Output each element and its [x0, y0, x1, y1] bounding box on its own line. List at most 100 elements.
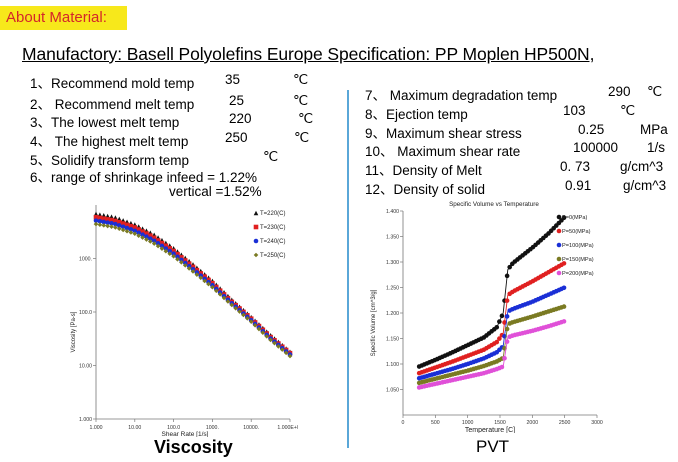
- data-point: [190, 264, 196, 270]
- y-tick-label: 1.300: [386, 260, 399, 266]
- spec-unit: ℃: [293, 93, 309, 108]
- pvt-caption: PVT: [476, 437, 510, 456]
- data-point: [186, 263, 192, 269]
- data-point: [93, 221, 99, 227]
- data-point: [171, 248, 176, 254]
- legend-label: T=230(C): [260, 225, 286, 231]
- data-point: [151, 235, 157, 241]
- spec-label: 2、 Recommend melt temp: [30, 97, 195, 112]
- data-point: [256, 326, 262, 332]
- y-tick-label: 1.250: [386, 286, 399, 292]
- data-point: [93, 214, 99, 220]
- column-divider: [347, 90, 349, 448]
- data-point: [175, 251, 180, 257]
- data-point: [132, 228, 138, 234]
- data-point: [171, 251, 176, 256]
- data-point: [561, 319, 567, 324]
- pvt-chart: Specific Volume vs Temperature 0 500 1000 15…: [371, 201, 603, 433]
- y-tick-label: 1.350: [386, 235, 399, 241]
- data-point: [163, 246, 169, 251]
- data-point: [151, 238, 157, 244]
- data-point: [171, 253, 176, 259]
- x-tick-label: 1000.: [206, 425, 219, 431]
- x-axis-title: Temperature [C]: [465, 427, 515, 433]
- data-point: [140, 232, 145, 238]
- data-point: [561, 285, 567, 291]
- y-axis-title: Specific Volume [cm^3/g]: [371, 289, 377, 356]
- data-point: [159, 243, 165, 249]
- spec-label: 4、 The highest melt temp: [30, 134, 189, 149]
- spec-label: 10、 Maximum shear rate: [365, 144, 521, 159]
- data-point: [105, 217, 110, 222]
- spec-unit: ℃: [647, 84, 663, 99]
- spec-label: 8、Ejection temp: [365, 107, 468, 122]
- x-tick-label: 1000: [462, 420, 474, 426]
- data-point: [144, 231, 149, 236]
- legend-label: T=240(C): [260, 239, 286, 245]
- data-point: [93, 218, 99, 223]
- spec-value: 100000: [573, 140, 619, 155]
- y-axis-title: Viscosity [Pa-s]: [71, 311, 77, 352]
- spec-value: 103: [563, 103, 586, 118]
- spec-unit: g/cm^3: [620, 159, 664, 174]
- data-point: [233, 305, 238, 311]
- data-point: [497, 319, 502, 324]
- spec-label: 9、Maximum shear stress: [365, 126, 522, 141]
- data-point: [504, 273, 510, 279]
- data-point: [124, 222, 130, 228]
- data-point: [287, 353, 293, 359]
- data-point: [556, 214, 562, 220]
- data-point: [504, 298, 510, 303]
- data-point: [494, 339, 500, 345]
- x-tick-label: 1.000E+05: [277, 425, 298, 431]
- data-point: [504, 314, 510, 319]
- data-point: [556, 270, 562, 276]
- legend-label: P=0(MPa): [562, 215, 587, 221]
- spec-label: 12、Density of solid: [365, 182, 486, 197]
- data-point: [504, 326, 510, 332]
- data-point: [253, 224, 259, 230]
- data-point: [276, 344, 281, 349]
- x-axis-title: Shear Rate [1/s]: [162, 431, 209, 437]
- x-tick-label: 100.0: [167, 425, 180, 431]
- data-point: [109, 221, 114, 226]
- spec-value: 0.25: [578, 122, 605, 137]
- data-point: [507, 264, 512, 270]
- data-point: [253, 210, 259, 216]
- data-point: [113, 225, 118, 230]
- data-point: [113, 221, 118, 227]
- data-point: [502, 320, 507, 325]
- data-point: [97, 219, 103, 224]
- data-point: [504, 339, 510, 344]
- x-tick-label: 500: [431, 420, 440, 426]
- viscosity-caption: Viscosity: [154, 437, 233, 457]
- y-tick-label: 1.400: [386, 209, 399, 215]
- data-point: [140, 235, 145, 240]
- spec-unit: ℃: [293, 72, 309, 87]
- viscosity-chart: 1.000 10.00 100.0 1000. 10000. 1.000E+05 1000.…: [71, 205, 298, 437]
- data-point: [175, 254, 180, 260]
- data-point: [561, 261, 567, 266]
- x-tick-label: 2000: [527, 420, 539, 426]
- data-point: [556, 256, 562, 262]
- spec-value: 290: [608, 84, 631, 99]
- data-point: [105, 223, 110, 229]
- spec-unit: ℃: [294, 130, 310, 145]
- data-point: [109, 217, 114, 223]
- data-point: [113, 218, 118, 224]
- data-point: [253, 252, 259, 258]
- data-point: [167, 246, 173, 251]
- x-tick-label: 0: [402, 420, 405, 426]
- data-point: [101, 223, 107, 228]
- spec-label: 3、The lowest melt temp: [30, 115, 180, 130]
- data-point: [140, 229, 145, 234]
- data-point: [148, 233, 153, 238]
- data-point: [497, 336, 502, 341]
- data-point: [163, 243, 169, 249]
- data-point: [155, 241, 161, 246]
- y-tick-label: 1.150: [386, 337, 399, 343]
- data-point: [186, 261, 192, 266]
- data-point: [264, 334, 270, 339]
- data-point: [97, 215, 103, 221]
- y-tick-label: 1.200: [386, 311, 399, 317]
